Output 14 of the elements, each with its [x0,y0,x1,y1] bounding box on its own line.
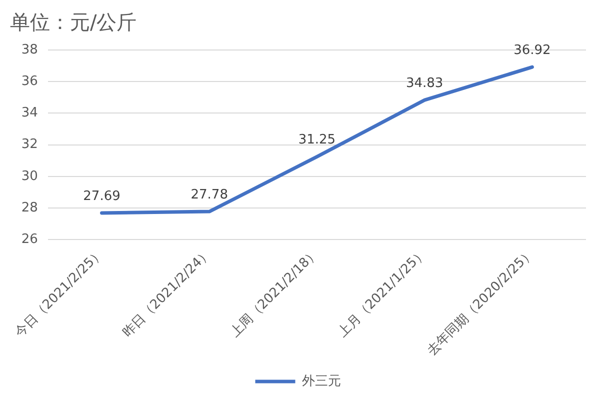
data-label: 27.78 [190,187,228,202]
y-tick-label: 38 [21,42,38,58]
y-tick-label: 34 [21,106,38,121]
data-label: 31.25 [298,132,336,148]
y-tick-label: 36 [21,74,38,89]
chart-title: 单位：元/公斤 [10,10,137,34]
legend-label: 外三元 [302,374,341,389]
y-tick-label: 28 [21,200,38,216]
data-label: 34.83 [406,76,444,91]
y-tick-label: 32 [21,137,38,152]
y-tick-label: 26 [21,232,38,248]
data-label: 36.92 [514,42,551,58]
y-tick-label: 30 [21,168,38,184]
data-label: 27.69 [83,188,120,204]
